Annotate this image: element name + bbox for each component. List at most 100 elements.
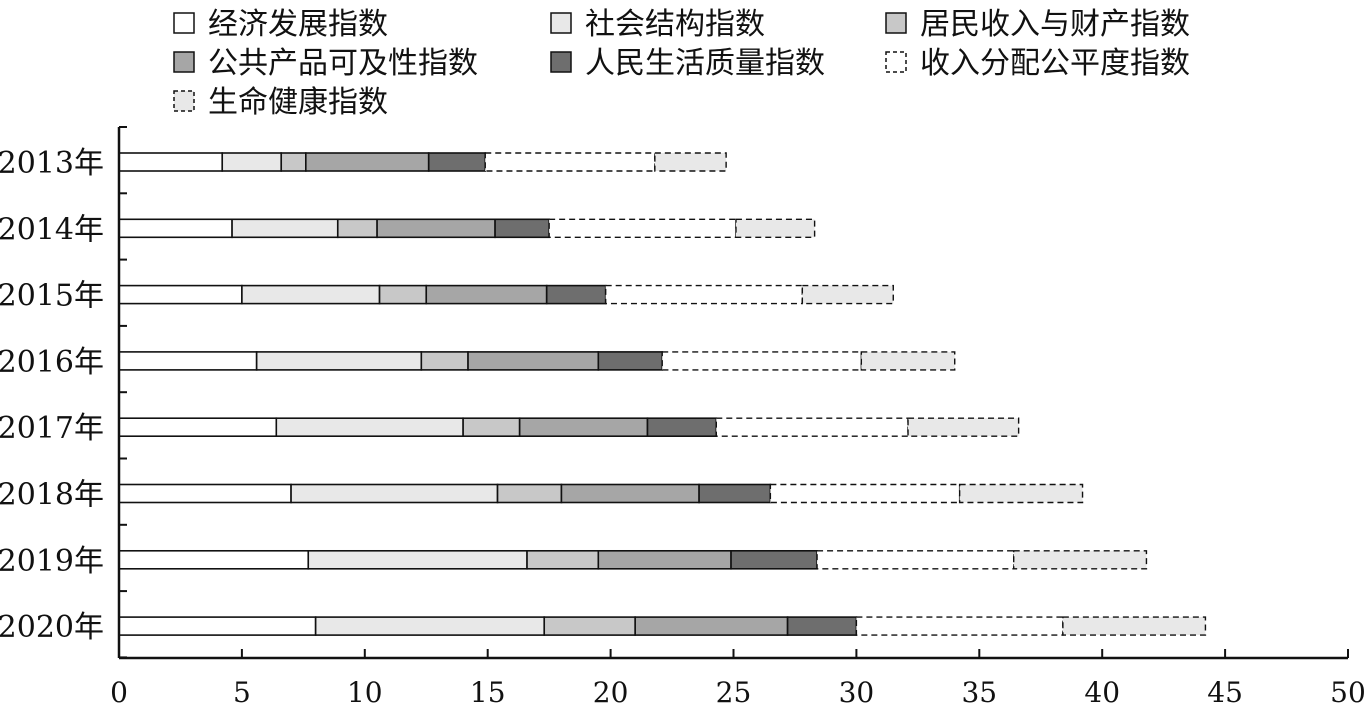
bar-segment	[496, 483, 563, 504]
y-tick-label: 2017年	[0, 411, 104, 446]
bar-segment	[860, 351, 956, 371]
x-tick-label: 50	[1330, 676, 1366, 709]
legend-swatch	[550, 12, 572, 34]
bar-segment	[484, 152, 656, 172]
y-tick-label: 2019年	[0, 544, 104, 579]
bar-segment	[425, 284, 548, 305]
bar-segment	[730, 549, 818, 570]
legend-swatch	[550, 51, 572, 73]
bar-segment	[661, 351, 863, 371]
bar-segment	[545, 284, 607, 305]
legend-label: 居民收入与财产指数	[920, 7, 1190, 42]
legend-swatch	[173, 51, 195, 73]
bar-row: 2016年	[0, 345, 956, 380]
bar-segment	[118, 351, 258, 371]
x-tick-label: 0	[110, 676, 128, 709]
bar-segment	[597, 549, 732, 570]
bar-segment	[735, 218, 816, 239]
bar-segment	[118, 483, 292, 504]
bar-segment	[462, 417, 521, 438]
x-tick-label: 15	[470, 676, 506, 709]
bar-segment	[378, 284, 428, 305]
legend-swatch	[173, 90, 195, 112]
y-tick-label: 2015年	[0, 279, 104, 314]
y-tick-label: 2016年	[0, 345, 104, 380]
bar-segment	[290, 483, 499, 504]
bar-segment	[221, 152, 283, 172]
x-tick-label: 10	[347, 676, 383, 709]
x-tick-label: 40	[1084, 676, 1120, 709]
bar-segment	[526, 549, 600, 570]
bar-row: 2015年	[0, 279, 894, 314]
bar-segment	[336, 218, 378, 239]
bar-segment	[118, 417, 278, 438]
legend-swatch	[173, 12, 195, 34]
bar-segment	[1062, 616, 1207, 636]
y-tick-label: 2018年	[0, 478, 104, 513]
bar-row: 2013年	[0, 146, 727, 181]
bar-segment	[420, 351, 469, 371]
bar-segment	[494, 218, 550, 239]
x-tick-label: 5	[233, 676, 251, 709]
bar-segment	[118, 152, 224, 172]
bar-segment	[543, 616, 636, 636]
bar-segment	[118, 284, 243, 305]
bar-segment	[597, 351, 664, 371]
y-tick-label: 2013年	[0, 146, 104, 181]
bar-segment	[241, 284, 381, 305]
legend-label: 公共产品可及性指数	[208, 46, 478, 81]
bar-segment	[548, 218, 737, 239]
bar-segment	[560, 483, 700, 504]
bar-segment	[634, 616, 789, 636]
legend-label: 生命健康指数	[208, 85, 388, 120]
bar-segment	[1013, 550, 1148, 570]
bar-segment	[769, 483, 961, 504]
bar-segment	[467, 351, 600, 371]
bar-row: 2018年	[0, 478, 1084, 513]
legend-label: 社会结构指数	[585, 7, 765, 42]
bar-segment	[427, 152, 487, 172]
bar-segment	[786, 616, 858, 636]
bar-segment	[518, 417, 649, 438]
x-tick-label: 45	[1207, 676, 1243, 709]
bar-segment	[646, 417, 718, 438]
bar-segment	[698, 483, 772, 504]
y-tick-label: 2020年	[0, 610, 104, 645]
bar-segment	[118, 549, 310, 570]
bar-segment	[654, 152, 727, 172]
bar-segment	[305, 152, 430, 172]
bars: 2013年 2014年 2015年 2016年 2017年 2018年 2019年 2020年	[0, 146, 1207, 645]
bar-segment	[275, 417, 464, 438]
bar-segment	[231, 218, 339, 239]
axes: 0 5 10 15 20 25 30 35 40 45 50	[110, 126, 1366, 709]
y-tick-label: 2014年	[0, 212, 104, 247]
bar-segment	[376, 218, 496, 239]
bar-segment	[255, 351, 423, 371]
legend-label: 收入分配公平度指数	[920, 46, 1190, 81]
bar-segment	[118, 616, 317, 636]
legend-swatch	[885, 12, 907, 34]
bar-segment	[801, 284, 894, 305]
bar-row: 2019年	[0, 544, 1148, 579]
bar-segment	[307, 549, 528, 570]
x-tick-label: 20	[593, 676, 629, 709]
x-tick-label: 30	[839, 676, 875, 709]
bar-segment	[604, 284, 804, 305]
bar-segment	[816, 550, 1015, 570]
legend-label: 人民生活质量指数	[585, 46, 825, 81]
legend-swatch	[885, 51, 907, 73]
bar-segment	[958, 483, 1084, 504]
bar-row: 2017年	[0, 411, 1020, 446]
x-tick-label: 25	[716, 676, 752, 709]
bar-row: 2014年	[0, 212, 816, 247]
bar-segment	[314, 616, 546, 636]
bar-segment	[855, 616, 1064, 636]
bar-segment	[907, 417, 1020, 437]
x-tick-label: 35	[961, 676, 997, 709]
bar-segment	[715, 417, 909, 437]
bar-segment	[280, 152, 307, 172]
legend-label: 经济发展指数	[208, 7, 388, 42]
